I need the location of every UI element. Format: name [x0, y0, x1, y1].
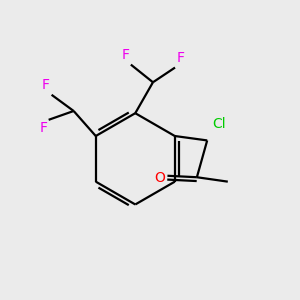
Text: F: F: [122, 48, 129, 62]
Text: F: F: [39, 121, 47, 135]
Text: F: F: [42, 78, 50, 92]
Text: F: F: [176, 51, 184, 65]
Text: O: O: [154, 171, 165, 185]
Text: Cl: Cl: [212, 117, 226, 131]
